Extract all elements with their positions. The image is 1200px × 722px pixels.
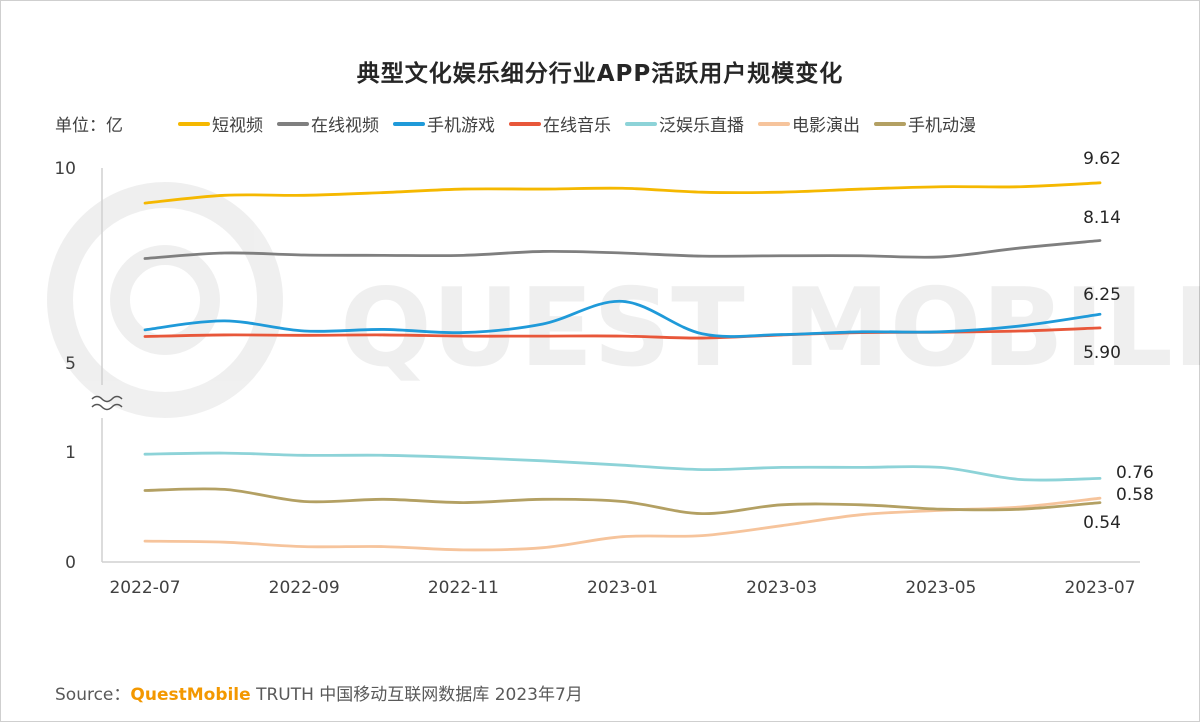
source-brand: QuestMobile xyxy=(130,685,251,705)
y-tick-label: 0 xyxy=(65,553,76,573)
legend-item: 泛娱乐直播 xyxy=(625,111,744,136)
legend-label: 泛娱乐直播 xyxy=(659,116,744,136)
axis-break-icon xyxy=(91,395,123,411)
legend-item: 手机游戏 xyxy=(393,111,495,136)
watermark-ring-inner xyxy=(110,245,220,355)
legend-swatch xyxy=(393,121,425,126)
legend-label: 手机游戏 xyxy=(427,116,495,136)
series-line xyxy=(143,239,1102,260)
legend-item: 手机动漫 xyxy=(874,111,976,136)
legend-item: 在线视频 xyxy=(277,111,379,136)
y-tick-label: 10 xyxy=(54,159,76,179)
legend: 短视频 在线视频 手机游戏 在线音乐 泛娱乐直播 电影演出 手机动漫 xyxy=(178,111,990,136)
legend-item: 短视频 xyxy=(178,111,263,136)
x-tick-label: 2022-07 xyxy=(109,578,180,598)
x-tick-label: 2023-07 xyxy=(1064,578,1135,598)
y-tick-label: 5 xyxy=(65,354,76,374)
watermark-ring xyxy=(47,182,283,418)
watermark: QUEST MOBILE xyxy=(47,182,1200,418)
data-label: 9.62 xyxy=(1083,149,1121,169)
legend-swatch xyxy=(509,121,541,126)
series-line xyxy=(143,299,1102,338)
legend-label: 手机动漫 xyxy=(908,116,976,136)
legend-label: 在线视频 xyxy=(311,116,379,136)
legend-swatch xyxy=(277,121,309,126)
x-tick-label: 2022-09 xyxy=(269,578,340,598)
data-label: 5.90 xyxy=(1083,343,1121,363)
unit-label: 单位：亿 xyxy=(55,116,123,136)
legend-swatch xyxy=(178,121,210,126)
series-line xyxy=(143,487,1102,516)
legend-label: 在线音乐 xyxy=(543,116,611,136)
legend-item: 电影演出 xyxy=(758,111,860,136)
series-line xyxy=(143,496,1102,552)
data-label: 0.54 xyxy=(1083,513,1121,533)
data-label: 0.76 xyxy=(1116,463,1154,483)
x-tick-label: 2023-03 xyxy=(746,578,817,598)
y-tick-label: 1 xyxy=(65,443,76,463)
source-rest: TRUTH 中国移动互联网数据库 2023年7月 xyxy=(250,685,583,705)
legend-item: 在线音乐 xyxy=(509,111,611,136)
x-tick-label: 2023-01 xyxy=(587,578,658,598)
legend-swatch xyxy=(625,121,657,126)
legend-swatch xyxy=(758,121,790,126)
data-label: 0.58 xyxy=(1116,485,1154,505)
source-footer: Source：QuestMobile TRUTH 中国移动互联网数据库 2023… xyxy=(55,680,583,705)
legend-label: 电影演出 xyxy=(792,116,860,136)
data-label: 6.25 xyxy=(1083,285,1121,305)
series-line xyxy=(143,451,1102,482)
source-prefix: Source： xyxy=(55,685,131,705)
series-line xyxy=(143,181,1102,205)
legend-swatch xyxy=(874,121,906,126)
legend-label: 短视频 xyxy=(212,116,263,136)
chart-title: 典型文化娱乐细分行业APP活跃用户规模变化 xyxy=(356,61,844,87)
x-tick-label: 2022-11 xyxy=(428,578,499,598)
data-label: 8.14 xyxy=(1083,208,1121,228)
x-tick-label: 2023-05 xyxy=(905,578,976,598)
